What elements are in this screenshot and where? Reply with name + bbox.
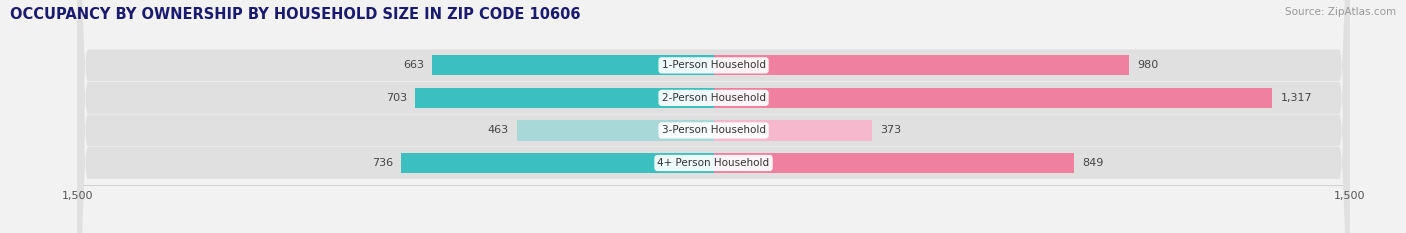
Text: OCCUPANCY BY OWNERSHIP BY HOUSEHOLD SIZE IN ZIP CODE 10606: OCCUPANCY BY OWNERSHIP BY HOUSEHOLD SIZE… (10, 7, 581, 22)
Bar (517, 120, 714, 140)
Text: 703: 703 (385, 93, 406, 103)
Text: 736: 736 (371, 158, 392, 168)
Bar (714, 55, 1129, 75)
FancyBboxPatch shape (77, 0, 1350, 233)
Text: 849: 849 (1083, 158, 1104, 168)
Text: 980: 980 (1137, 60, 1159, 70)
Text: 663: 663 (404, 60, 423, 70)
Bar (714, 88, 1272, 108)
FancyBboxPatch shape (77, 0, 1350, 233)
Text: 1-Person Household: 1-Person Household (662, 60, 765, 70)
Bar (432, 55, 714, 75)
Bar (714, 153, 1074, 173)
FancyBboxPatch shape (77, 0, 1350, 233)
Text: 373: 373 (880, 125, 901, 135)
Bar (714, 120, 872, 140)
Text: 4+ Person Household: 4+ Person Household (658, 158, 769, 168)
Text: Source: ZipAtlas.com: Source: ZipAtlas.com (1285, 7, 1396, 17)
FancyBboxPatch shape (77, 0, 1350, 233)
Text: 2-Person Household: 2-Person Household (662, 93, 765, 103)
Text: 463: 463 (488, 125, 509, 135)
Bar (415, 88, 714, 108)
Text: 3-Person Household: 3-Person Household (662, 125, 765, 135)
Bar (401, 153, 714, 173)
Text: 1,317: 1,317 (1281, 93, 1312, 103)
